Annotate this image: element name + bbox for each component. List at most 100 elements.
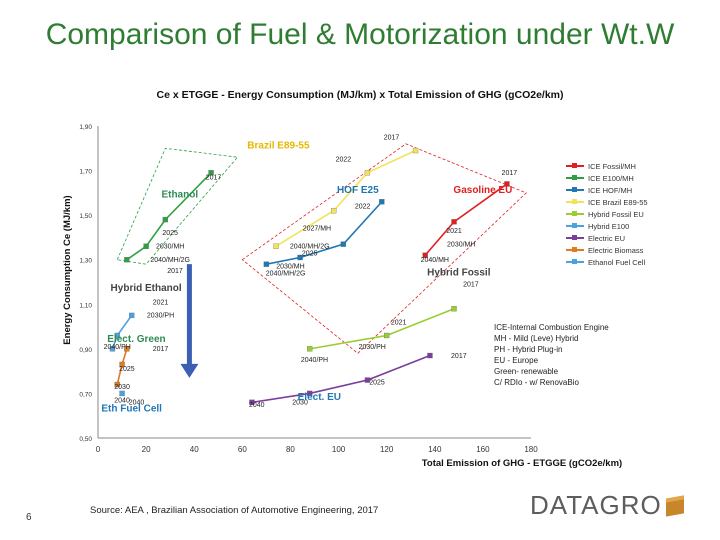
legend-label: ICE E100/MH — [588, 173, 634, 183]
legend-swatch — [566, 162, 584, 170]
abbreviation-notes: ICE-Internal Combustion Engine MH - Mild … — [494, 322, 664, 388]
note-line: EU - Europe — [494, 356, 539, 365]
point-label: 2025 — [119, 366, 135, 373]
legend-label: Hybrid E100 — [588, 221, 630, 231]
series-line — [251, 354, 431, 404]
page-number: 6 — [26, 512, 32, 523]
data-point — [331, 208, 337, 214]
data-point — [114, 332, 120, 339]
chart-legend: ICE Fossil/MH ICE E100/MH ICE HOF/MH ICE Br… — [566, 160, 716, 268]
data-point — [124, 257, 130, 263]
legend-swatch — [566, 210, 584, 218]
point-label: 2040/MH — [421, 257, 449, 264]
x-tick-label: 180 — [524, 445, 538, 454]
region-annotation: Eth Fuel Cell — [101, 403, 162, 414]
x-tick-label: 80 — [286, 445, 295, 454]
point-label: 2030 — [114, 384, 130, 391]
series-line — [275, 149, 416, 248]
data-point — [143, 243, 149, 249]
note-line: MH - Mild (Leve) Hybrid — [494, 334, 579, 343]
datagro-logo: DATAGRO — [530, 490, 684, 521]
data-point — [162, 216, 169, 223]
legend-item: Hybrid E100 — [566, 220, 716, 232]
legend-item: Hybrid Fossil EU — [566, 208, 716, 220]
point-label: 2025 — [369, 380, 385, 387]
x-tick-label: 100 — [332, 445, 346, 454]
data-point — [427, 352, 433, 359]
data-point — [422, 252, 428, 258]
chart-title: Ce x ETGGE - Energy Consumption (MJ/km) … — [156, 89, 563, 101]
data-point — [451, 306, 457, 312]
region-annotation: Elect. EU — [298, 392, 341, 403]
legend-swatch — [566, 198, 584, 206]
x-tick-label: 60 — [238, 445, 247, 454]
fossil-region — [241, 143, 527, 354]
data-point — [451, 219, 457, 225]
point-label: 2017 — [502, 170, 518, 177]
data-point — [249, 399, 255, 405]
data-point — [364, 170, 371, 176]
point-label: 2030/PH — [147, 313, 174, 320]
legend-item: ICE Brazil E89-55 — [566, 196, 716, 208]
legend-swatch — [566, 246, 584, 254]
y-tick-label: 0,70 — [79, 391, 92, 398]
data-point — [297, 254, 303, 261]
point-label: 2040/MH/2G — [150, 257, 190, 264]
data-point — [263, 261, 270, 267]
legend-item: Ethanol Fuel Cell — [566, 256, 716, 268]
x-tick-label: 40 — [190, 445, 199, 454]
note-line: ICE-Internal Combustion Engine — [494, 323, 609, 332]
data-point — [384, 332, 390, 339]
note-line: Green- renewable — [494, 367, 559, 376]
point-label: 2017 — [206, 174, 222, 181]
series-line — [266, 201, 383, 265]
data-point — [307, 390, 313, 397]
legend-label: Ethanol Fuel Cell — [588, 257, 646, 267]
legend-item: ICE E100/MH — [566, 172, 716, 184]
y-tick-label: 1,70 — [79, 169, 92, 176]
y-tick-label: 1,50 — [79, 213, 92, 220]
region-annotation: Elect. Green — [107, 334, 165, 345]
data-point — [340, 241, 347, 247]
legend-swatch — [566, 186, 584, 194]
source-note: Source: AEA , Brazilian Association of A… — [90, 505, 379, 516]
logo-cube-icon — [665, 494, 684, 517]
x-tick-label: 160 — [476, 445, 490, 454]
legend-label: ICE Fossil/MH — [588, 161, 636, 171]
data-point — [504, 181, 510, 187]
point-label: 2022 — [355, 203, 371, 210]
y-tick-label: 0,90 — [79, 347, 92, 354]
point-label: 2040/PH — [104, 344, 131, 351]
point-label: 2021 — [446, 228, 462, 235]
legend-label: ICE Brazil E89-55 — [588, 197, 648, 207]
point-label: 2017 — [384, 134, 400, 141]
legend-swatch — [566, 234, 584, 242]
logo-text: DATAGRO — [530, 490, 662, 520]
legend-swatch — [566, 174, 584, 182]
downward-arrow-head — [180, 363, 199, 378]
data-point — [208, 170, 214, 176]
point-label: 2021 — [153, 299, 169, 306]
y-tick-label: 1,10 — [79, 302, 92, 309]
data-point — [119, 390, 125, 397]
point-label: 2017 — [167, 268, 183, 275]
point-label: 2017 — [451, 353, 467, 360]
point-label: 2030/MH — [276, 264, 304, 271]
point-label: 2022 — [336, 157, 352, 164]
point-label: 2021 — [391, 319, 407, 326]
point-label: 2040 — [114, 397, 130, 404]
legend-swatch — [566, 222, 584, 230]
data-point — [114, 381, 120, 388]
point-label: 2040/PH — [301, 357, 328, 364]
y-tick-label: 0,50 — [79, 436, 92, 443]
ethanol-region — [116, 147, 239, 265]
legend-label: Electric EU — [588, 233, 626, 243]
point-label: 2017 — [463, 281, 479, 288]
y-axis-label: Energy Consumption Ce (MJ/km) — [62, 195, 73, 344]
legend-label: Hybrid Fossil EU — [588, 209, 644, 219]
point-label: 2030/MH — [156, 244, 184, 251]
region-annotation: HOF E25 — [337, 185, 379, 196]
point-label: 2025 — [162, 230, 178, 237]
x-tick-label: 0 — [96, 445, 101, 454]
series-line — [309, 307, 455, 350]
